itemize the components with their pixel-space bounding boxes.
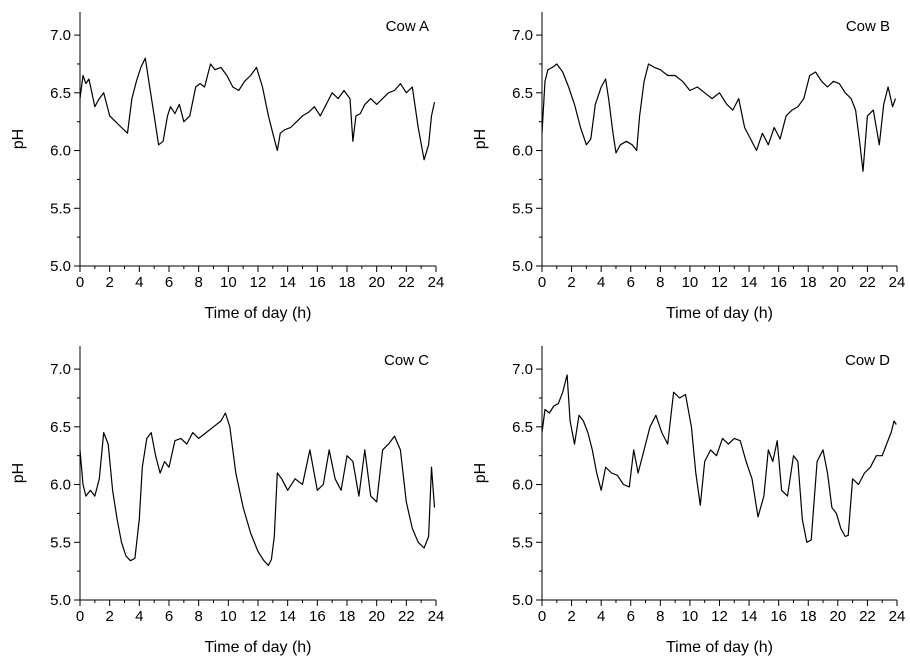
x-tick-label: 24 (428, 274, 445, 291)
chart-panel-2: 5.05.56.06.57.00 2 4 6 8 10 12 14 16 18 20 22 24Time… (472, 12, 905, 322)
chart-panel-4: 5.05.56.06.57.00 2 4 6 8 10 12 14 16 18 20 22 24Time… (472, 346, 905, 656)
y-tick-label: 5.5 (50, 534, 71, 551)
x-tick-label: 10 (220, 274, 237, 291)
series-line-1 (79, 57, 436, 161)
y-tick-label: 6.0 (50, 143, 71, 160)
x-tick-label: 2 (105, 608, 113, 625)
x-tick-label: 20 (829, 608, 846, 625)
x-tick-label: 22 (859, 608, 876, 625)
x-tick-label: 4 (135, 274, 143, 291)
y-tick-label: 5.5 (512, 534, 533, 551)
y-tick-label: 7.0 (512, 361, 533, 378)
y-tick-label: 7.0 (50, 27, 71, 44)
x-tick-label: 18 (800, 274, 817, 291)
x-axis-title: Time of day (h) (666, 639, 773, 656)
x-tick-label: 18 (339, 608, 356, 625)
y-axis-title: pH (10, 129, 27, 149)
x-tick-label: 12 (711, 608, 728, 625)
y-tick-label: 5.0 (50, 258, 71, 275)
x-tick-label: 20 (368, 608, 385, 625)
y-axis-title: pH (10, 463, 27, 483)
x-axis-title: Time of day (h) (205, 305, 312, 322)
x-tick-label: 6 (627, 274, 635, 291)
panel-title: Cow A (386, 18, 429, 35)
x-tick-label: 0 (76, 274, 84, 291)
x-tick-label: 10 (682, 608, 699, 625)
chart-panel-1: 5.05.56.06.57.00 2 4 6 8 10 12 14 16 18 20 22 24Time… (10, 12, 444, 322)
x-axis-title: Time of day (h) (205, 639, 312, 656)
x-tick-label: 20 (829, 274, 846, 291)
x-tick-label: 6 (627, 608, 635, 625)
x-tick-label: 18 (800, 608, 817, 625)
x-tick-label: 8 (656, 608, 664, 625)
x-tick-label: 0 (76, 608, 84, 625)
y-tick-label: 7.0 (512, 27, 533, 44)
x-tick-label: 22 (398, 608, 415, 625)
x-tick-label: 14 (741, 608, 758, 625)
y-tick-label: 6.0 (512, 477, 533, 494)
y-tick-label: 5.5 (50, 200, 71, 217)
panel-title: Cow B (846, 18, 890, 35)
x-tick-label: 2 (567, 608, 575, 625)
x-tick-label: 14 (741, 274, 758, 291)
panel-title: Cow D (845, 352, 890, 369)
y-tick-label: 6.5 (50, 419, 71, 436)
x-tick-label: 6 (165, 274, 173, 291)
panel-title: Cow C (384, 352, 429, 369)
x-tick-label: 2 (105, 274, 113, 291)
x-tick-label: 24 (889, 274, 906, 291)
x-axis-title: Time of day (h) (666, 305, 773, 322)
x-tick-label: 12 (711, 274, 728, 291)
series-line-1 (79, 412, 436, 566)
x-tick-label: 22 (398, 274, 415, 291)
y-tick-label: 6.5 (512, 85, 533, 102)
series-line-1 (541, 374, 897, 543)
chart-panel-3: 5.05.56.06.57.00 2 4 6 8 10 12 14 16 18 20 22 24Time… (10, 346, 444, 656)
x-tick-label: 18 (339, 274, 356, 291)
y-tick-label: 5.0 (512, 258, 533, 275)
x-tick-label: 6 (165, 608, 173, 625)
y-tick-label: 6.0 (512, 143, 533, 160)
y-tick-label: 6.5 (50, 85, 71, 102)
x-tick-label: 0 (538, 274, 546, 291)
x-tick-label: 14 (279, 274, 296, 291)
x-tick-label: 16 (770, 274, 787, 291)
x-tick-label: 4 (597, 274, 605, 291)
x-tick-label: 16 (309, 608, 326, 625)
x-tick-label: 24 (889, 608, 906, 625)
x-tick-label: 8 (656, 274, 664, 291)
y-tick-label: 6.0 (50, 477, 71, 494)
x-tick-label: 12 (250, 274, 267, 291)
y-axis-title: pH (472, 463, 489, 483)
y-tick-label: 5.0 (512, 592, 533, 609)
x-tick-label: 4 (597, 608, 605, 625)
x-tick-label: 12 (250, 608, 267, 625)
x-tick-label: 10 (220, 608, 237, 625)
series-line-1 (541, 63, 897, 172)
y-tick-label: 5.5 (512, 200, 533, 217)
y-tick-label: 7.0 (50, 361, 71, 378)
y-tick-label: 5.0 (50, 592, 71, 609)
x-tick-label: 16 (309, 274, 326, 291)
y-tick-label: 6.5 (512, 419, 533, 436)
x-tick-label: 10 (682, 274, 699, 291)
x-tick-label: 22 (859, 274, 876, 291)
x-tick-label: 20 (368, 274, 385, 291)
x-tick-label: 16 (770, 608, 787, 625)
x-tick-label: 0 (538, 608, 546, 625)
x-tick-label: 2 (567, 274, 575, 291)
x-tick-label: 4 (135, 608, 143, 625)
y-axis-title: pH (472, 129, 489, 149)
x-tick-label: 14 (279, 608, 296, 625)
x-tick-label: 8 (194, 274, 202, 291)
x-tick-label: 24 (428, 608, 445, 625)
x-tick-label: 8 (194, 608, 202, 625)
